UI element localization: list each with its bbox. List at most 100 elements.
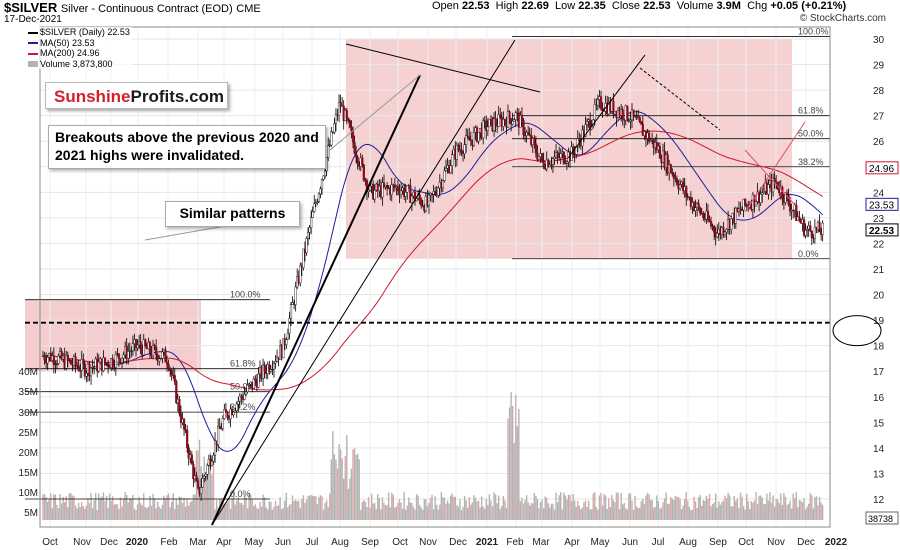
candle-body: [218, 425, 221, 429]
volume-bar: [335, 459, 337, 520]
change-label: Chg: [747, 0, 768, 12]
volume-bar: [211, 474, 213, 520]
volume-bar: [234, 504, 236, 520]
volume-bar: [443, 497, 446, 520]
candle-body: [406, 185, 409, 193]
price-tick-16: 16: [873, 393, 885, 404]
volume-bar: [756, 504, 759, 520]
breakouts-annotation: Breakouts above the previous 2020 and 20…: [48, 125, 326, 169]
volume-bar: [817, 505, 819, 520]
candle-body: [753, 194, 756, 207]
volume-bar: [57, 508, 60, 520]
price-swatch: [28, 31, 38, 34]
volume-bar: [761, 497, 763, 520]
breakout-circle: [832, 315, 882, 347]
volume-bar: [589, 509, 591, 520]
volume-bar: [130, 498, 133, 520]
volume-bar: [632, 509, 635, 520]
volume-bar: [725, 498, 728, 520]
volume-bar: [454, 496, 456, 520]
candle-body: [246, 385, 249, 393]
volume-bar: [360, 509, 362, 520]
volume-bar: [801, 502, 804, 520]
volume-bar: [646, 492, 649, 520]
x-tick-Jun: Jun: [275, 537, 291, 548]
candle-body: [46, 357, 49, 364]
volume-bar: [341, 458, 343, 520]
price-tick-20: 20: [873, 291, 885, 302]
candle-body: [334, 114, 338, 124]
volume-bar: [392, 494, 394, 520]
x-tick-Sep: Sep: [361, 537, 379, 548]
volume-bar: [663, 498, 666, 520]
volume-bar: [321, 496, 323, 520]
volume-bar: [353, 448, 356, 520]
volume-bar: [527, 502, 529, 520]
candle-body: [472, 131, 475, 146]
candle-body: [153, 345, 156, 348]
volume-bar: [288, 504, 291, 520]
candle-body: [689, 196, 692, 207]
price-candles: [41, 89, 824, 501]
volume-bar: [242, 504, 244, 520]
volume-bar: [124, 492, 126, 520]
volume-bar: [606, 508, 608, 520]
candle-body: [658, 145, 661, 159]
candle-body: [541, 153, 544, 161]
volume-bar: [324, 502, 326, 520]
volume-bar: [518, 408, 520, 520]
volume-bar: [797, 507, 799, 520]
volume-bar: [620, 493, 622, 520]
volume-bar: [189, 502, 191, 520]
volume-bar: [398, 499, 401, 520]
volume-bar: [513, 443, 515, 520]
candle-body: [444, 167, 448, 172]
volume-bar: [355, 454, 357, 520]
volume-bar: [507, 418, 509, 520]
candle-body: [175, 381, 178, 404]
candle-body: [593, 103, 596, 121]
candle-body: [463, 144, 466, 154]
candle-body: [522, 120, 525, 136]
candle-body: [269, 369, 272, 372]
volume-bar: [722, 500, 725, 520]
volume-bar: [381, 497, 384, 520]
volume-bar: [744, 509, 746, 520]
close-value: 22.53: [643, 0, 671, 12]
volume-bar: [426, 506, 429, 520]
volume-bar: [225, 504, 227, 520]
volume-bar: [386, 505, 388, 520]
candle-body: [187, 447, 190, 459]
volume-bar: [660, 507, 663, 520]
volume-bar: [549, 507, 551, 520]
change-value: +0.05 (+0.21%): [770, 0, 847, 12]
volume-bar: [755, 492, 757, 520]
volume-bar: [783, 492, 785, 520]
candle-body: [289, 304, 293, 319]
volume-bar: [420, 507, 422, 520]
volume-bar: [656, 495, 658, 520]
volume-bar: [409, 502, 412, 520]
volume-bar: [519, 501, 522, 520]
volume-bar: [470, 504, 472, 520]
volume-bar: [322, 509, 325, 520]
volume-bar: [631, 500, 633, 520]
volume-bar: [804, 509, 807, 520]
volume-bar: [259, 501, 261, 520]
candle-body: [54, 364, 57, 366]
candle-body: [66, 354, 69, 361]
candle-body: [190, 454, 193, 465]
volume-bar: [653, 507, 655, 520]
similar-patterns-annotation: Similar patterns: [165, 201, 300, 227]
logo-part2: Profits.com: [130, 87, 225, 106]
volume-bar: [508, 407, 511, 520]
price-tick-23: 23: [873, 214, 885, 225]
volume-bar: [214, 509, 216, 520]
volume-bar: [141, 505, 143, 520]
candle-body: [767, 184, 770, 195]
volume-bar: [685, 492, 687, 520]
volume-bar: [792, 493, 794, 520]
candle-body: [302, 248, 305, 268]
candle-body: [43, 355, 46, 361]
volume-bar: [800, 500, 802, 520]
